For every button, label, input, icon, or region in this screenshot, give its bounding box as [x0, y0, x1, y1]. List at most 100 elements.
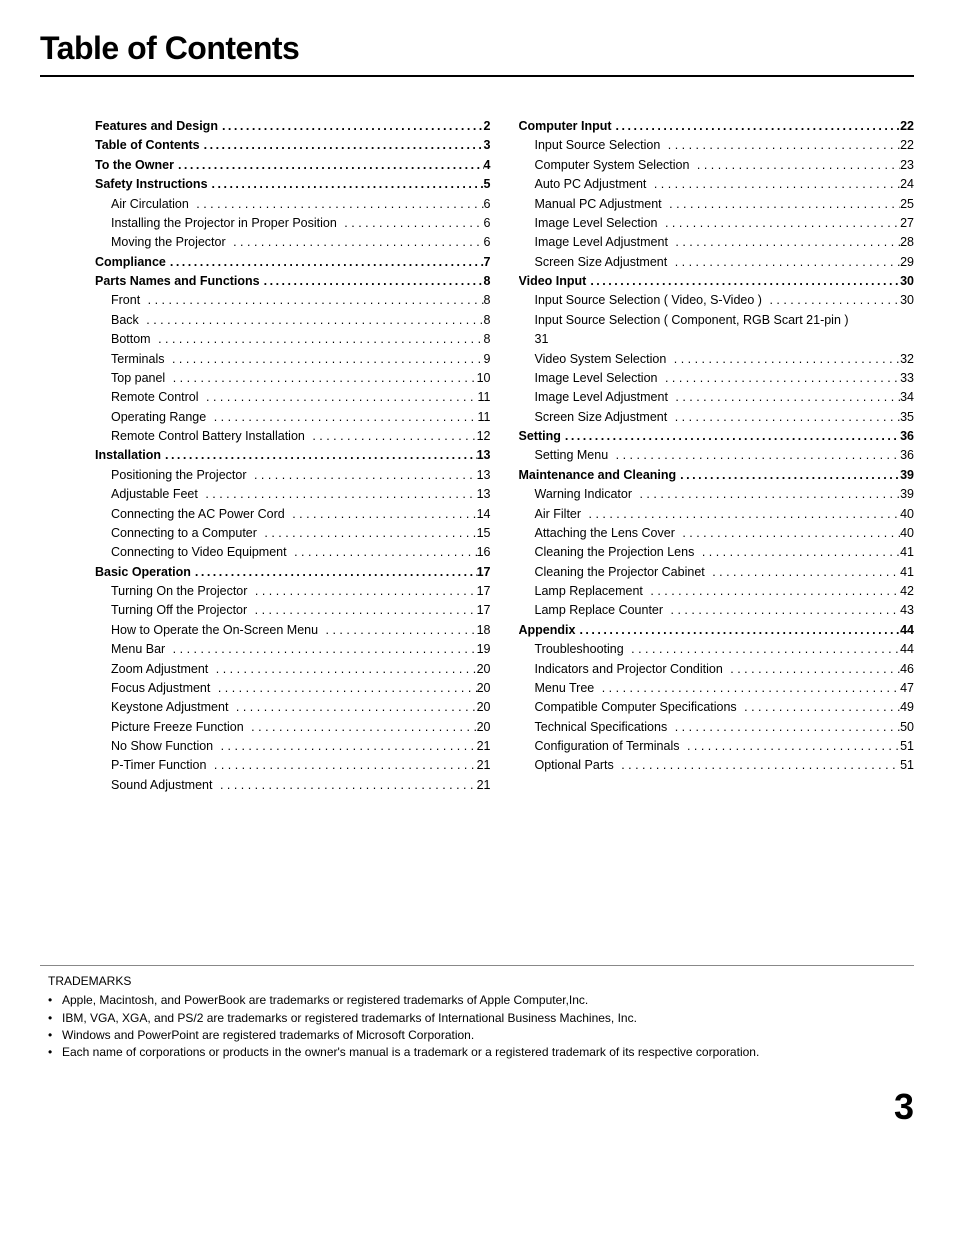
toc-page-number: 6 — [484, 214, 491, 233]
toc-leader-dots — [255, 582, 477, 601]
toc-page-number: 5 — [484, 175, 491, 194]
toc-section-label: Safety Instructions — [95, 175, 212, 194]
toc-subentry: Computer System Selection 23 — [519, 156, 915, 175]
trademark-item: Each name of corporations or products in… — [48, 1044, 914, 1061]
toc-leader-dots — [565, 427, 900, 446]
toc-leader-dots — [665, 214, 900, 233]
page-title: Table of Contents — [40, 30, 914, 75]
toc-leader-dots — [170, 253, 484, 272]
toc-subentry-label: Screen Size Adjustment — [535, 253, 675, 272]
toc-subentry: Remote Control Battery Installation 12 — [95, 427, 491, 446]
toc-subentry-label: Input Source Selection ( Video, S-Video … — [535, 291, 770, 310]
toc-section: Computer Input22 — [519, 117, 915, 136]
toc-page-number: 51 — [900, 737, 914, 756]
toc-subentry-label: Air Filter — [535, 505, 589, 524]
toc-subentry: Input Source Selection ( Component, RGB … — [519, 311, 915, 330]
toc-page-number: 49 — [900, 698, 914, 717]
toc-page-number: 17 — [477, 601, 491, 620]
toc-leader-dots — [631, 640, 900, 659]
toc-subentry-label: Image Level Adjustment — [535, 233, 676, 252]
toc-leader-dots — [195, 563, 477, 582]
toc-subentry: Image Level Adjustment 28 — [519, 233, 915, 252]
toc-subentry-label: Compatible Computer Specifications — [535, 698, 745, 717]
toc-page-number: 30 — [900, 272, 914, 291]
toc-subentry: Lamp Replace Counter 43 — [519, 601, 915, 620]
toc-leader-dots — [675, 253, 900, 272]
toc-left-column: Features and Design2Table of Contents3To… — [95, 117, 491, 795]
toc-subentry: Troubleshooting 44 — [519, 640, 915, 659]
toc-leader-dots — [146, 311, 483, 330]
toc-section: Compliance7 — [95, 253, 491, 272]
toc-page-number: 12 — [477, 427, 491, 446]
toc-page-number: 50 — [900, 718, 914, 737]
toc-subentry: Input Source Selection 22 — [519, 136, 915, 155]
toc-subentry-label: Image Level Selection — [535, 369, 665, 388]
toc-right-column: Computer Input22Input Source Selection 2… — [519, 117, 915, 795]
toc-subentry: Remote Control 11 — [95, 388, 491, 407]
toc-page-number: 44 — [900, 640, 914, 659]
toc-subentry: Positioning the Projector 13 — [95, 466, 491, 485]
toc-page-number: 17 — [477, 582, 491, 601]
toc-page-number: 13 — [477, 466, 491, 485]
toc-page-number: 23 — [900, 156, 914, 175]
toc-subentry-label: Menu Tree — [535, 679, 602, 698]
toc-section: Parts Names and Functions8 — [95, 272, 491, 291]
toc-section: Features and Design2 — [95, 117, 491, 136]
toc-section-label: Maintenance and Cleaning — [519, 466, 681, 485]
toc-page-number: 42 — [900, 582, 914, 601]
toc-leader-dots — [702, 543, 900, 562]
toc-leader-dots — [220, 776, 477, 795]
toc-leader-dots — [264, 272, 484, 291]
toc-page-number: 2 — [484, 117, 491, 136]
toc-leader-dots — [212, 175, 484, 194]
toc-page-number: 41 — [900, 543, 914, 562]
toc-leader-dots — [222, 117, 484, 136]
toc-page-number: 20 — [477, 698, 491, 717]
toc-subentry-label: Input Source Selection — [535, 136, 668, 155]
page-number: 3 — [40, 1086, 914, 1128]
toc-subentry-label: Optional Parts — [535, 756, 622, 775]
toc-leader-dots — [650, 582, 900, 601]
toc-page-number: 13 — [477, 446, 491, 465]
toc-subentry-label: Air Circulation — [111, 195, 196, 214]
toc-section: Video Input30 — [519, 272, 915, 291]
toc-leader-dots — [602, 679, 900, 698]
toc-leader-dots — [621, 756, 900, 775]
toc-leader-dots — [264, 524, 476, 543]
toc-section: Table of Contents3 — [95, 136, 491, 155]
toc-subentry-label: Indicators and Projector Condition — [535, 660, 731, 679]
toc-subentry: Operating Range 11 — [95, 408, 491, 427]
toc-page-number: 20 — [477, 660, 491, 679]
toc-leader-dots — [616, 117, 901, 136]
toc-subentry-label: Turning On the Projector — [111, 582, 255, 601]
toc-subentry-label: Manual PC Adjustment — [535, 195, 670, 214]
toc-subentry-label: Troubleshooting — [535, 640, 632, 659]
toc-page-number: 44 — [900, 621, 914, 640]
toc-subentry-label: Attaching the Lens Cover — [535, 524, 683, 543]
toc-subentry-label: Technical Specifications — [535, 718, 675, 737]
trademarks-list: Apple, Macintosh, and PowerBook are trad… — [40, 992, 914, 1062]
toc-section-label: Appendix — [519, 621, 580, 640]
toc-subentry-label: Installing the Projector in Proper Posit… — [111, 214, 344, 233]
toc-subentry: Attaching the Lens Cover 40 — [519, 524, 915, 543]
toc-subentry-label: Connecting to a Computer — [111, 524, 264, 543]
toc-leader-dots — [654, 175, 900, 194]
toc-page-number: 39 — [900, 466, 914, 485]
toc-subentry-label: Focus Adjustment — [111, 679, 218, 698]
toc-page-number: 30 — [900, 291, 914, 310]
toc-leader-dots — [589, 505, 901, 524]
toc-subentry-label: Cleaning the Projection Lens — [535, 543, 702, 562]
toc-section: Appendix 44 — [519, 621, 915, 640]
trademarks-block: TRADEMARKS Apple, Macintosh, and PowerBo… — [40, 965, 914, 1062]
toc-leader-dots — [639, 485, 900, 504]
toc-leader-dots — [255, 601, 477, 620]
toc-subentry-label: Terminals — [111, 350, 172, 369]
toc-section: Installation13 — [95, 446, 491, 465]
toc-page-number: 21 — [477, 776, 491, 795]
trademarks-heading: TRADEMARKS — [40, 974, 914, 988]
toc-subentry-label: Connecting to Video Equipment — [111, 543, 294, 562]
toc-leader-dots — [669, 195, 900, 214]
toc-leader-dots — [682, 524, 900, 543]
toc-leader-dots — [206, 388, 478, 407]
toc-subentry-label: P-Timer Function — [111, 756, 214, 775]
